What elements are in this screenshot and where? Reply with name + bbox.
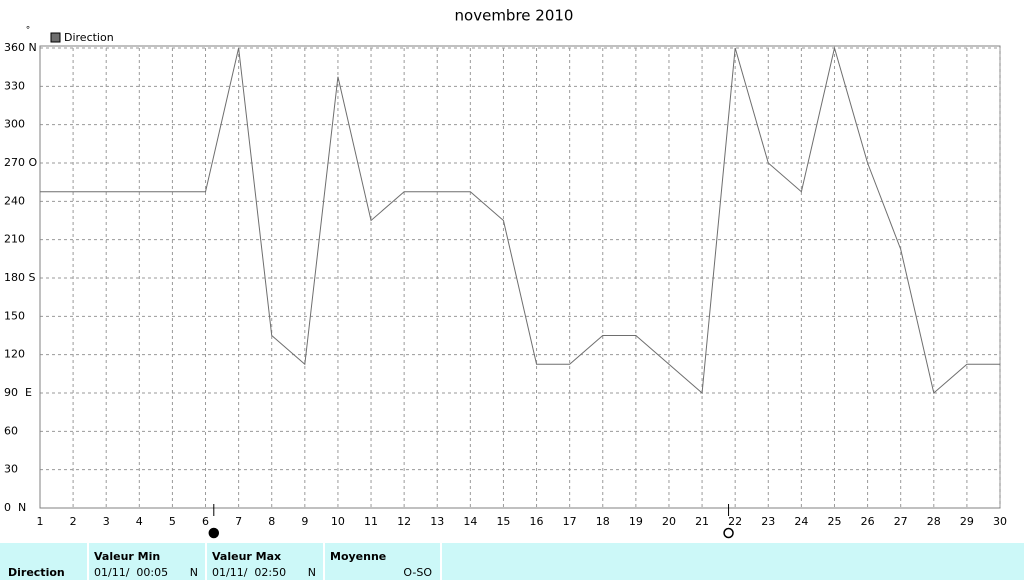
summary-bar [0,543,1024,580]
y-tick-label: 60 [4,424,18,437]
x-tick-label: 10 [331,515,345,528]
y-tick-label: 120 [4,348,25,361]
x-tick-label: 1 [37,515,44,528]
x-tick-label: 13 [430,515,444,528]
data-line [40,46,1000,395]
x-tick-label: 15 [496,515,510,528]
chart-title: novembre 2010 [455,7,574,25]
y-tick-label: 210 [4,233,25,246]
y-unit: ° [26,26,31,36]
y-tick-label: 150 [4,309,25,322]
plot-frame [39,45,1001,509]
x-tick-label: 12 [397,515,411,528]
x-tick-label: 5 [169,515,176,528]
x-tick-label: 14 [463,515,477,528]
x-tick-label: 4 [136,515,143,528]
x-tick-label: 23 [761,515,775,528]
x-tick-label: 25 [827,515,841,528]
summary-date: 01/11/ 00:05 [94,566,168,579]
x-tick-label: 22 [728,515,742,528]
y-tick-label: 330 [4,79,25,92]
x-tick-label: 29 [960,515,974,528]
x-tick-label: 26 [861,515,875,528]
y-tick-label: 0 N [4,501,26,514]
x-tick-label: 21 [695,515,709,528]
x-tick-label: 2 [70,515,77,528]
x-tick-label: 27 [894,515,908,528]
y-tick-label: 90 E [4,386,32,399]
x-tick-label: 30 [993,515,1007,528]
summary-value: O-SO [403,566,432,579]
summary-date: 01/11/ 02:50 [212,566,286,579]
x-tick-label: 7 [235,515,242,528]
x-tick-label: 28 [927,515,941,528]
legend-swatch [50,32,61,43]
moon-marker [208,527,220,539]
summary-value: N [308,566,316,579]
x-tick-label: 6 [202,515,209,528]
x-tick-label: 9 [301,515,308,528]
summary-label: Direction [8,566,65,579]
summary-header: Valeur Max [212,550,281,563]
x-tick-label: 24 [794,515,808,528]
y-tick-label: 180 S [4,271,35,284]
y-tick-label: 300 [4,118,25,131]
moon-marker [723,527,734,539]
y-tick-label: 360 N [4,41,37,54]
y-tick-label: 240 [4,194,25,207]
x-tick-label: 18 [596,515,610,528]
summary-header: Moyenne [330,550,386,563]
x-tick-label: 19 [629,515,643,528]
x-tick-label: 3 [103,515,110,528]
summary-header: Valeur Min [94,550,160,563]
x-tick-label: 17 [563,515,577,528]
summary-value: N [190,566,198,579]
y-tick-label: 270 O [4,156,37,169]
x-tick-label: 20 [662,515,676,528]
x-tick-label: 11 [364,515,378,528]
x-tick-label: 16 [530,515,544,528]
y-tick-label: 30 [4,463,18,476]
x-tick-label: 8 [268,515,275,528]
legend-label: Direction [64,31,114,44]
